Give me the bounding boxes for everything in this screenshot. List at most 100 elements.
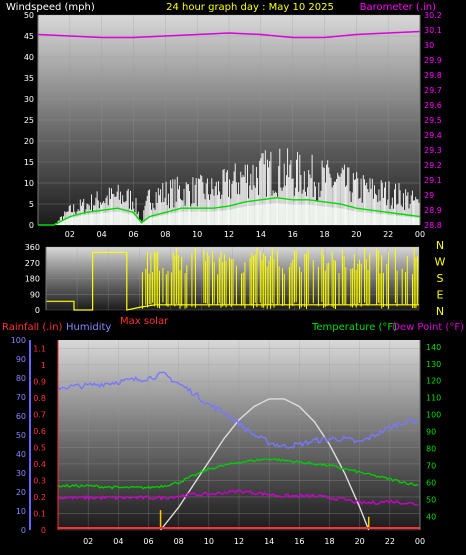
- barometer-line: [37, 30, 421, 39]
- wind-x-tick-label: 00: [415, 230, 425, 239]
- direction-tick-label: 0: [35, 306, 40, 315]
- wind-tick-label: 45: [24, 32, 34, 41]
- dewpoint-line: [57, 489, 419, 506]
- baro-tick-label: 29.4: [424, 131, 442, 140]
- baro-tick-label: 30: [424, 41, 434, 50]
- temp-tick-label: 120: [426, 377, 441, 386]
- temp-x-tick-label: 16: [294, 537, 304, 546]
- direction-tick-label: 270: [25, 259, 40, 268]
- wind-tick-label: 5: [29, 200, 34, 209]
- temp-tick-label: 90: [426, 428, 436, 437]
- wind-barometer-panel: 0 5 10 15 20 25 30 35 40 45 50 28.8 28.9 29 29.1 29.2 2…: [24, 11, 442, 239]
- baro-tick-label: 30.2: [424, 11, 442, 20]
- baro-tick-label: 28.9: [424, 206, 442, 215]
- direction-tick-label: 360: [25, 243, 40, 252]
- wind-x-tick-label: 04: [97, 230, 107, 239]
- rain-tick-label: 0.1: [33, 509, 46, 518]
- rain-tick-label: 1: [41, 361, 46, 370]
- wind-x-tick-label: 20: [351, 230, 361, 239]
- temp-x-tick-label: 22: [385, 537, 395, 546]
- humidity-tick-label: 90: [16, 355, 26, 364]
- temperature-line: [57, 458, 419, 490]
- temp-x-tick-label: 04: [113, 537, 123, 546]
- wind-tick-label: 20: [24, 137, 34, 146]
- wind-x-tick-label: 06: [128, 230, 138, 239]
- baro-tick-label: 29.5: [424, 116, 442, 125]
- rain-tick-label: 0.3: [33, 476, 46, 485]
- wind-direction-oscillation: [141, 247, 419, 309]
- rain-tick-label: 1.1: [33, 344, 46, 353]
- compass-label: E: [437, 289, 444, 302]
- baro-tick-label: 30.1: [424, 26, 442, 35]
- wind-direction-line: [46, 251, 419, 311]
- wind-tick-label: 25: [24, 116, 34, 125]
- rain-tick-label: 0.6: [33, 427, 46, 436]
- humidity-line: [57, 371, 419, 449]
- baro-tick-label: 29.7: [424, 86, 442, 95]
- wind-average-line: [38, 196, 421, 226]
- humidity-tick-label: 30: [16, 469, 26, 478]
- rain-tick-label: 0.8: [33, 394, 46, 403]
- humidity-tick-label: 80: [16, 374, 26, 383]
- humidity-tick-label: 0: [21, 526, 26, 535]
- baro-tick-label: 29: [424, 191, 434, 200]
- wind-tick-label: 15: [24, 158, 34, 167]
- wind-x-tick-label: 02: [65, 230, 75, 239]
- baro-tick-label: 28.8: [424, 221, 442, 230]
- temp-tick-label: 40: [426, 512, 436, 521]
- temp-tick-label: 140: [426, 343, 441, 352]
- temp-x-tick-label: 02: [83, 537, 93, 546]
- baro-tick-label: 29.2: [424, 161, 442, 170]
- rain-tick-label: 0.2: [33, 493, 46, 502]
- humidity-tick-label: 70: [16, 393, 26, 402]
- chart-title: 24 hour graph day : May 10 2025: [166, 2, 334, 13]
- temp-x-tick-label: 06: [143, 537, 153, 546]
- temp-x-tick-label: 00: [415, 537, 425, 546]
- dewpoint-label: Dew Point (°F): [392, 322, 464, 333]
- humidity-tick-label: 10: [16, 507, 26, 516]
- wind-tick-label: 35: [24, 74, 34, 83]
- temp-x-tick-label: 20: [355, 537, 365, 546]
- max-solar-label: Max solar: [120, 316, 169, 327]
- humidity-tick-label: 50: [16, 431, 26, 440]
- rain-tick-label: 0.9: [33, 377, 46, 386]
- temp-tick-label: 100: [426, 411, 441, 420]
- wind-tick-label: 30: [24, 95, 34, 104]
- wind-tick-label: 40: [24, 53, 34, 62]
- temp-tick-label: 130: [426, 360, 441, 369]
- direction-tick-label: 90: [30, 290, 40, 299]
- wind-x-tick-label: 08: [160, 230, 170, 239]
- rain-tick-label: 0: [41, 526, 46, 535]
- compass-label: W: [435, 256, 446, 269]
- wind-tick-label: 50: [24, 11, 34, 20]
- baro-tick-label: 29.9: [424, 56, 442, 65]
- temp-x-tick-label: 18: [324, 537, 334, 546]
- wind-tick-label: 0: [29, 221, 34, 230]
- temp-x-tick-label: 12: [234, 537, 244, 546]
- temperature-label: Temperature (°F): [311, 322, 397, 333]
- baro-tick-label: 29.6: [424, 101, 442, 110]
- humidity-label: Humidity: [66, 322, 111, 333]
- barometer-label: Barometer (.in): [360, 2, 436, 13]
- humidity-tick-label: 60: [16, 412, 26, 421]
- temp-tick-label: 70: [426, 462, 436, 471]
- direction-tick-label: 180: [25, 275, 40, 284]
- wind-x-tick-label: 14: [256, 230, 266, 239]
- humidity-tick-label: 20: [16, 488, 26, 497]
- wind-x-tick-label: 22: [383, 230, 393, 239]
- baro-tick-label: 29.3: [424, 146, 442, 155]
- temp-tick-label: 50: [426, 495, 436, 504]
- humidity-tick-label: 40: [16, 450, 26, 459]
- temp-tick-label: 80: [426, 445, 436, 454]
- compass-label: S: [437, 272, 444, 285]
- rain-tick-label: 0.5: [33, 443, 46, 452]
- temp-tick-label: 110: [426, 394, 441, 403]
- compass-label: N: [436, 305, 444, 318]
- baro-tick-label: 29.8: [424, 71, 442, 80]
- temp-x-tick-label: 10: [204, 537, 214, 546]
- wind-tick-label: 10: [24, 179, 34, 188]
- rain-tick-label: 0.4: [33, 460, 46, 469]
- humidity-tick-label: 100: [11, 336, 26, 345]
- wind-x-tick-label: 12: [224, 230, 234, 239]
